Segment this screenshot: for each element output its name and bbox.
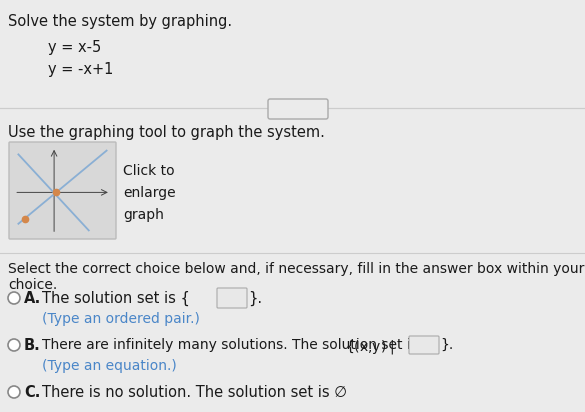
- Circle shape: [8, 386, 20, 398]
- Text: Click to: Click to: [123, 164, 175, 178]
- Text: The solution set is {: The solution set is {: [42, 291, 190, 306]
- Text: enlarge: enlarge: [123, 186, 176, 200]
- Text: y = -x+1: y = -x+1: [48, 62, 113, 77]
- Text: (Type an equation.): (Type an equation.): [42, 359, 177, 373]
- Circle shape: [8, 292, 20, 304]
- Text: }.: }.: [248, 291, 262, 306]
- Text: }.: }.: [440, 338, 453, 352]
- Circle shape: [8, 339, 20, 351]
- Text: ...: ...: [294, 105, 302, 113]
- Text: (Type an ordered pair.): (Type an ordered pair.): [42, 312, 200, 326]
- FancyBboxPatch shape: [409, 336, 439, 354]
- Text: There is no solution. The solution set is ∅: There is no solution. The solution set i…: [42, 385, 347, 400]
- Text: $\{$(x,y) |: $\{$(x,y) |: [345, 338, 395, 356]
- Text: There are infinitely many solutions. The solution set is: There are infinitely many solutions. The…: [42, 338, 422, 352]
- FancyBboxPatch shape: [9, 142, 116, 239]
- Text: C.: C.: [24, 385, 40, 400]
- Text: A.: A.: [24, 291, 42, 306]
- Text: B.: B.: [24, 338, 41, 353]
- Text: Use the graphing tool to graph the system.: Use the graphing tool to graph the syste…: [8, 125, 325, 140]
- Text: y = x-5: y = x-5: [48, 40, 101, 55]
- FancyBboxPatch shape: [217, 288, 247, 308]
- FancyBboxPatch shape: [268, 99, 328, 119]
- Text: graph: graph: [123, 208, 164, 222]
- Text: Select the correct choice below and, if necessary, fill in the answer box within: Select the correct choice below and, if …: [8, 262, 584, 292]
- Text: Solve the system by graphing.: Solve the system by graphing.: [8, 14, 232, 29]
